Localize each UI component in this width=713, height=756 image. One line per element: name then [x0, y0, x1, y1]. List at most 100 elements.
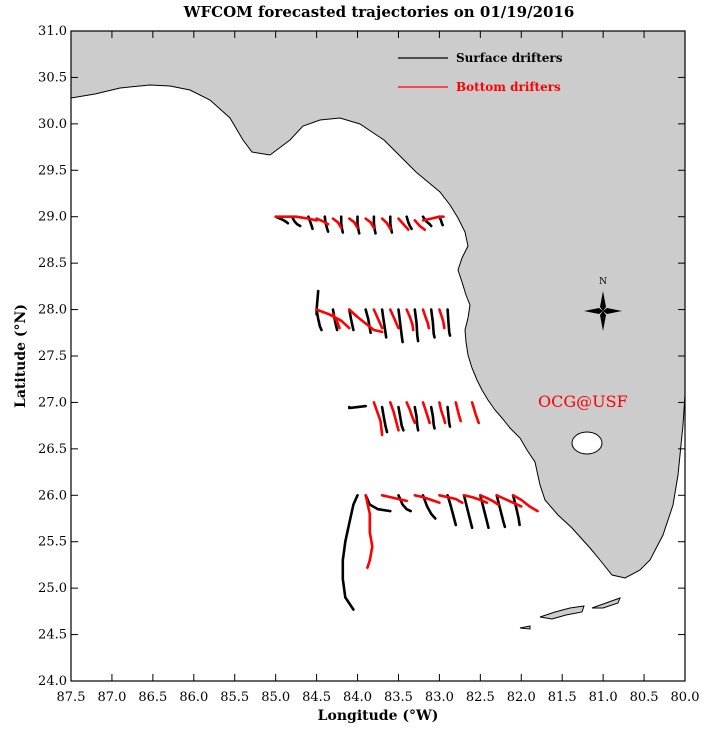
drifter-tracks [274, 215, 539, 611]
bottom-drifter-track [372, 401, 384, 437]
y-tick-label: 24.0 [38, 674, 67, 689]
bottom-drifter-track [405, 308, 415, 332]
compass-rose-icon: N [584, 277, 622, 331]
x-tick-label: 84.5 [302, 690, 331, 705]
surface-drifter-track [323, 215, 330, 233]
surface-drifter-track [429, 405, 436, 430]
y-tick-label: 30.5 [38, 70, 67, 85]
bottom-drifter-track [331, 217, 343, 230]
bottom-drifter-track [438, 493, 464, 505]
bottom-drifter-track [421, 215, 445, 222]
legend-bottom-label: Bottom drifters [456, 80, 561, 94]
bottom-drifter-track [388, 308, 400, 330]
bottom-drifter-track [315, 217, 330, 226]
surface-drifter-track [380, 405, 389, 434]
x-tick-label: 86.0 [179, 690, 208, 705]
x-tick-label: 82.5 [466, 690, 495, 705]
bottom-drifter-track [462, 493, 489, 505]
surface-drifter-track [405, 215, 413, 231]
surface-drifter-track [421, 493, 437, 520]
bottom-drifter-track [405, 401, 417, 425]
surface-drifter-track [446, 493, 458, 527]
legend-surface-label: Surface drifters [456, 51, 563, 65]
x-tick-label: 87.0 [97, 690, 126, 705]
bottom-drifter-track [380, 217, 392, 231]
surface-drifter-track [290, 215, 302, 228]
surface-drifter-track [511, 493, 521, 527]
y-tick-label: 27.5 [38, 349, 67, 364]
x-tick-label: 80.5 [630, 690, 659, 705]
surface-drifter-track [413, 405, 420, 432]
x-tick-label: 85.5 [220, 690, 249, 705]
x-tick-label: 85.0 [261, 690, 290, 705]
bottom-drifter-track [438, 308, 446, 330]
surface-drifter-track [339, 215, 345, 234]
y-tick-label: 27.0 [38, 395, 67, 410]
y-tick-label: 24.5 [38, 628, 67, 643]
x-tick-label: 80.0 [671, 690, 700, 705]
surface-drifter-track [446, 308, 452, 337]
y-tick-label: 31.0 [38, 24, 67, 39]
y-tick-label: 26.0 [38, 488, 67, 503]
bottom-drifter-track [454, 401, 463, 423]
bottom-drifter-track [364, 217, 376, 230]
y-tick-label: 25.0 [38, 581, 67, 596]
surface-drifter-track [495, 493, 507, 529]
florida-land [71, 31, 685, 579]
x-tick-label: 81.5 [548, 690, 577, 705]
x-axis-label: Longitude (°W) [318, 708, 439, 724]
y-tick-label: 28.0 [38, 303, 67, 318]
x-tick-label: 83.0 [425, 690, 454, 705]
surface-drifter-track [347, 404, 368, 410]
bottom-drifter-track [388, 401, 400, 432]
surface-drifter-track [347, 308, 355, 332]
surface-drifter-track [438, 215, 445, 227]
axes: 87.5 87.0 86.5 86.0 85.5 85.0 84.5 84.0 83.5 83.0… [38, 24, 699, 705]
bottom-drifter-track [495, 493, 523, 508]
bottom-drifter-track [331, 312, 341, 330]
surface-drifter-track [397, 308, 404, 344]
y-axis-label: Latitude (°N) [13, 304, 29, 408]
y-tick-label: 29.0 [38, 210, 67, 225]
bottom-drifter-track [364, 493, 374, 570]
compass-north-label: N [599, 277, 607, 287]
surface-drifter-track [462, 493, 474, 530]
y-tick-label: 26.5 [38, 442, 67, 457]
x-tick-label: 82.0 [507, 690, 536, 705]
bottom-drifter-track [478, 493, 500, 506]
bottom-drifter-track [380, 493, 409, 503]
lake-okeechobee [571, 431, 603, 455]
bottom-drifter-track [421, 401, 431, 425]
y-tick-label: 29.5 [38, 163, 67, 178]
florida-keys [519, 597, 621, 630]
bottom-drifter-track [372, 308, 384, 330]
x-tick-label: 83.5 [384, 690, 413, 705]
surface-drifter-track [274, 215, 290, 225]
surface-drifter-track [388, 215, 394, 234]
bottom-drifter-track [274, 215, 318, 222]
bottom-drifter-track [413, 493, 441, 505]
bottom-drifter-track [470, 401, 481, 425]
credit-label: OCG@USF [538, 392, 628, 411]
surface-drifter-track [413, 308, 420, 343]
surface-drifter-track [356, 215, 361, 235]
bottom-drifter-track [511, 493, 539, 513]
surface-drifter-track [446, 405, 452, 428]
surface-drifter-track [380, 308, 388, 339]
legend: Surface drifters Bottom drifters [398, 51, 563, 94]
map-title: WFCOM forecasted trajectories on 01/19/2… [183, 3, 575, 21]
surface-drifter-track [341, 493, 359, 611]
x-tick-label: 87.5 [57, 690, 86, 705]
bottom-drifter-track [347, 217, 359, 230]
y-tick-label: 28.5 [38, 256, 67, 271]
bottom-drifter-track [413, 219, 427, 231]
x-tick-label: 84.0 [343, 690, 372, 705]
bottom-drifter-track [347, 308, 384, 334]
x-tick-label: 86.5 [138, 690, 167, 705]
bottom-drifter-track [438, 401, 447, 425]
y-tick-label: 30.0 [38, 117, 67, 132]
surface-drifter-track [397, 493, 413, 513]
y-tick-label: 25.5 [38, 535, 67, 550]
surface-drifter-track [315, 308, 323, 332]
